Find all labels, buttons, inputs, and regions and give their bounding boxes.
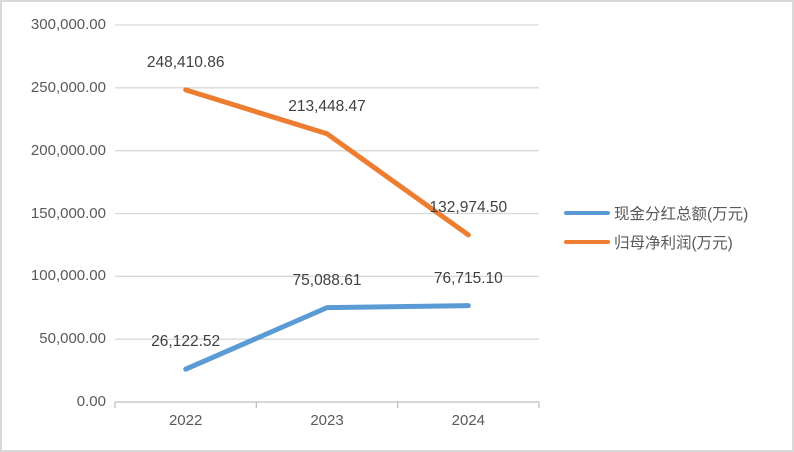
y-axis-tick-label: 300,000.00 (30, 16, 106, 33)
data-label-series-1: 213,448.47 (288, 97, 366, 115)
y-axis-tick-label: 250,000.00 (30, 78, 106, 96)
y-axis-tick-label: 150,000.00 (30, 204, 106, 222)
data-label-series-1: 248,410.86 (146, 53, 225, 71)
legend-swatch-orange-line (564, 240, 610, 244)
data-label-series-0: 26,122.52 (151, 333, 221, 351)
legend-label-cash-dividend: 现金分红总额(万元) (614, 206, 749, 223)
y-axis-tick-label: 200,000.00 (30, 141, 106, 159)
data-label-series-0: 75,088.61 (292, 271, 362, 289)
y-axis-tick-label: 100,000.00 (30, 267, 106, 285)
data-label-series-1: 132,974.50 (429, 198, 508, 216)
series-line-1 (183, 87, 471, 238)
series-line-0 (183, 303, 471, 372)
legend-label-net-profit: 归母净利润(万元) (614, 235, 733, 252)
legend: 现金分红总额(万元) 归母净利润(万元) (564, 203, 748, 261)
y-axis-tick-label: 0.00 (76, 393, 106, 410)
legend-item-cash-dividend[interactable]: 现金分红总额(万元) (564, 203, 748, 223)
y-axis-tick-label: 50,000.00 (39, 330, 106, 348)
legend-item-net-profit[interactable]: 归母净利润(万元) (564, 232, 748, 252)
x-axis-tick-label: 2023 (310, 412, 344, 429)
x-axis-tick-label: 2022 (168, 412, 203, 429)
x-axis-tick-label: 2024 (451, 412, 486, 429)
data-label-series-0: 76,715.10 (433, 269, 503, 287)
legend-swatch-blue-line (564, 211, 610, 215)
